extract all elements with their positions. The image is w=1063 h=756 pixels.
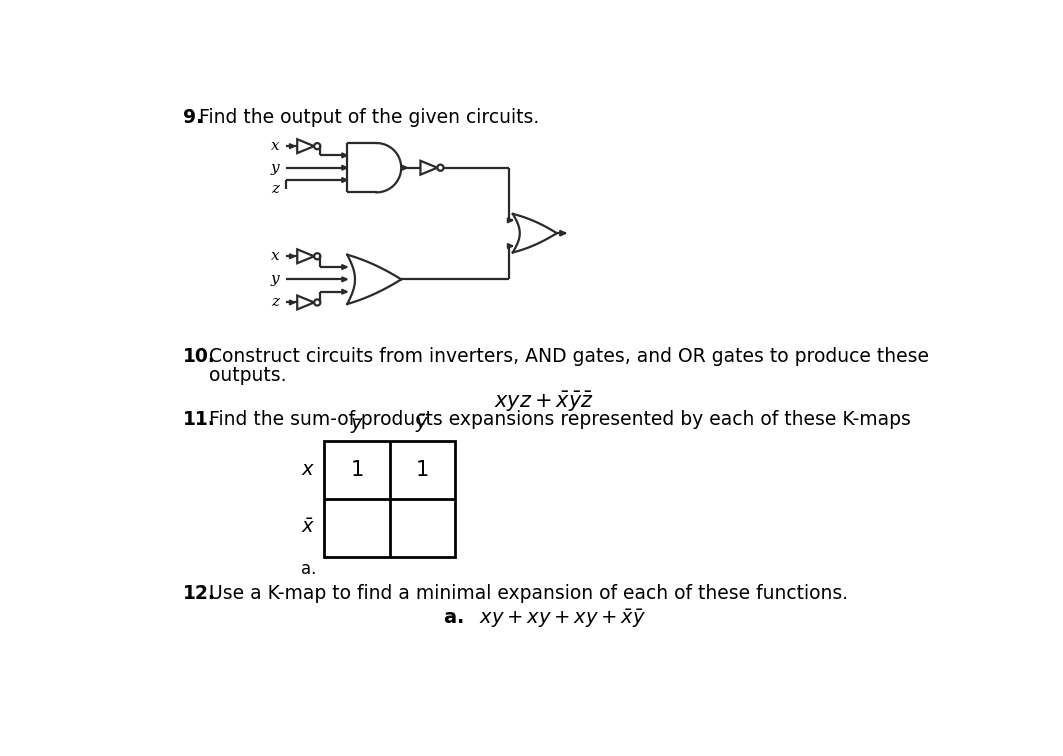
- Text: 1: 1: [351, 460, 364, 480]
- Polygon shape: [342, 153, 348, 158]
- Text: Find the output of the given circuits.: Find the output of the given circuits.: [200, 107, 540, 127]
- Text: $\bar{x}$: $\bar{x}$: [301, 518, 315, 538]
- Text: z: z: [271, 296, 280, 309]
- Polygon shape: [289, 300, 294, 305]
- Text: $\bar{y}$: $\bar{y}$: [416, 412, 429, 435]
- Text: z: z: [271, 182, 280, 197]
- Polygon shape: [402, 166, 407, 170]
- Text: 1: 1: [416, 460, 429, 480]
- Text: 11.: 11.: [183, 410, 216, 429]
- Polygon shape: [342, 166, 348, 170]
- Text: y: y: [271, 161, 280, 175]
- Text: 12.: 12.: [183, 584, 216, 603]
- Polygon shape: [507, 218, 512, 223]
- Text: x: x: [271, 249, 280, 263]
- Text: a.: a.: [301, 560, 317, 578]
- Polygon shape: [342, 290, 348, 294]
- Polygon shape: [289, 144, 294, 149]
- Polygon shape: [507, 243, 512, 249]
- Polygon shape: [342, 178, 348, 182]
- Bar: [324, 441, 455, 556]
- Text: Find the sum-of-products expansions represented by each of these K-maps: Find the sum-of-products expansions repr…: [209, 410, 911, 429]
- Polygon shape: [560, 231, 566, 236]
- Text: $x$: $x$: [301, 461, 315, 479]
- Polygon shape: [342, 265, 348, 269]
- Polygon shape: [342, 277, 348, 282]
- Text: $y$: $y$: [350, 416, 364, 435]
- Text: y: y: [271, 272, 280, 287]
- Text: Use a K-map to find a minimal expansion of each of these functions.: Use a K-map to find a minimal expansion …: [209, 584, 848, 603]
- Text: 10.: 10.: [183, 347, 216, 366]
- Text: $\mathbf{\mathit{xyz+\bar{x}\bar{y}\bar{z}}}$: $\mathbf{\mathit{xyz+\bar{x}\bar{y}\bar{…: [494, 389, 594, 414]
- Text: $\mathbf{a.}$  $\mathbf{\mathit{xy+xy+xy+\bar{x}\bar{y}}}$: $\mathbf{a.}$ $\mathbf{\mathit{xy+xy+xy+…: [443, 606, 646, 630]
- Text: outputs.: outputs.: [209, 366, 287, 385]
- Polygon shape: [289, 254, 294, 259]
- Text: Construct circuits from inverters, AND gates, and OR gates to produce these: Construct circuits from inverters, AND g…: [209, 347, 929, 366]
- Text: x: x: [271, 139, 280, 153]
- Text: 9.: 9.: [183, 107, 203, 127]
